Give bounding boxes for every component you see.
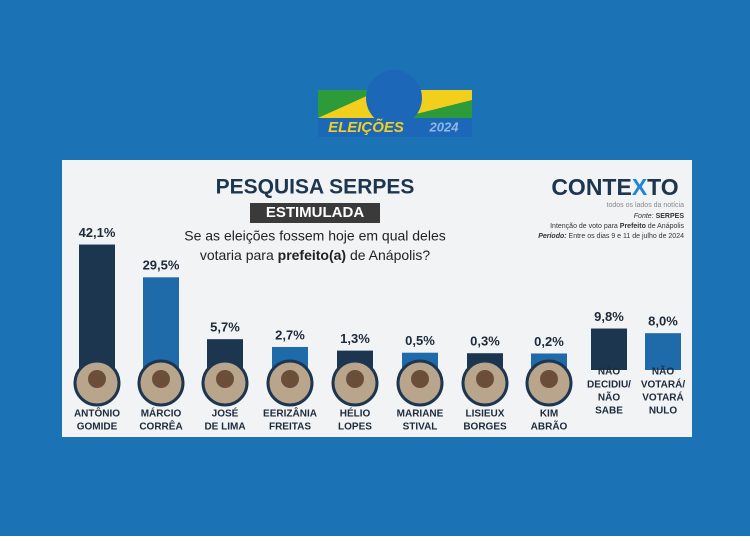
- source: Intenção de voto para Prefeito de Anápol…: [550, 223, 684, 230]
- bar: [143, 277, 179, 370]
- value-label: 2,7%: [275, 327, 305, 342]
- brand-part: CONTE: [551, 174, 632, 200]
- category-label: ANTÔNIO: [74, 407, 120, 420]
- question-text: votaria para: [200, 247, 274, 263]
- subtitle: ESTIMULADA: [266, 204, 364, 221]
- source-label: Período:: [538, 233, 566, 240]
- source: Período: Entre os dias 9 e 11 de julho d…: [538, 233, 684, 240]
- value-label: 42,1%: [79, 225, 116, 240]
- category-label: LOPES: [338, 422, 372, 433]
- question-text: de Anápolis?: [350, 247, 430, 263]
- candidate-head: [152, 370, 170, 388]
- category-label: JOSÉ: [212, 407, 239, 420]
- category-label: DECIDIU/: [587, 380, 631, 391]
- category-label: ABRÃO: [531, 420, 568, 433]
- category-label: SABE: [595, 406, 623, 417]
- category-label: STIVAL: [403, 422, 438, 433]
- category-label: FREITAS: [269, 422, 311, 433]
- value-label: 8,0%: [648, 314, 678, 329]
- value-label: 29,5%: [143, 258, 180, 273]
- question-line: votaria para prefeito(a) de Anápolis?: [200, 247, 431, 263]
- category-label: CORRÊA: [139, 420, 182, 433]
- category-label: KIM: [540, 409, 558, 420]
- category-label: BORGES: [463, 422, 507, 433]
- category-label: NÃO: [598, 365, 620, 378]
- category-label: NÃO: [598, 391, 620, 404]
- category-label: HÉLIO: [340, 407, 371, 420]
- category-label: LISIEUX: [466, 409, 505, 420]
- chart-title: PESQUISA SERPES: [216, 176, 415, 199]
- logo-globe: [366, 70, 422, 126]
- logo-band: [318, 118, 472, 137]
- source-text: Entre os dias 9 e 11 de julho de 2024: [569, 233, 685, 240]
- value-label: 0,3%: [470, 334, 500, 349]
- logo-year: 2024: [429, 119, 460, 134]
- category-label: VOTARÁ: [642, 391, 683, 404]
- category-label: MÁRCIO: [141, 407, 182, 420]
- category-label: EERIZÂNIA: [263, 407, 317, 420]
- bar: [591, 328, 627, 370]
- category-label: DE LIMA: [204, 422, 245, 433]
- source-label: Fonte:: [634, 213, 654, 220]
- candidate-head: [540, 370, 558, 388]
- brand: CONTEXTO: [551, 174, 678, 200]
- source-text: de Anápolis: [648, 223, 685, 230]
- value-label: 1,3%: [340, 331, 370, 346]
- candidate-head: [411, 370, 429, 388]
- value-label: 5,7%: [210, 320, 240, 335]
- candidate-head: [88, 370, 106, 388]
- category-label: MARIANE: [397, 409, 444, 420]
- bar: [645, 333, 681, 370]
- candidate-head: [476, 370, 494, 388]
- candidate-head: [281, 370, 299, 388]
- subtitle-box: [250, 203, 380, 223]
- brand-part: TO: [647, 174, 679, 200]
- logo: ELEIÇÕES 2024: [318, 70, 472, 137]
- category-label: GOMIDE: [77, 422, 118, 433]
- category-label: NÃO: [652, 365, 674, 378]
- category-label: VOTARÁ/: [641, 378, 685, 391]
- source-bold: Prefeito: [620, 223, 646, 230]
- category-label: NULO: [649, 406, 678, 417]
- value-label: 0,2%: [534, 334, 564, 349]
- question-bold: prefeito(a): [278, 247, 346, 263]
- question-line: Se as eleições fossem hoje em qual deles: [184, 228, 445, 244]
- source-text: Intenção de voto para: [550, 223, 618, 230]
- bar: [79, 244, 115, 370]
- value-label: 0,5%: [405, 333, 435, 348]
- value-label: 9,8%: [594, 309, 624, 324]
- brand-part: X: [632, 174, 648, 200]
- candidate-head: [216, 370, 234, 388]
- source: Fonte: SERPES: [634, 213, 685, 220]
- source-value: SERPES: [656, 213, 685, 220]
- candidate-head: [346, 370, 364, 388]
- logo-title: ELEIÇÕES: [328, 118, 404, 136]
- brand-tagline: todos os lados da notícia: [607, 202, 685, 209]
